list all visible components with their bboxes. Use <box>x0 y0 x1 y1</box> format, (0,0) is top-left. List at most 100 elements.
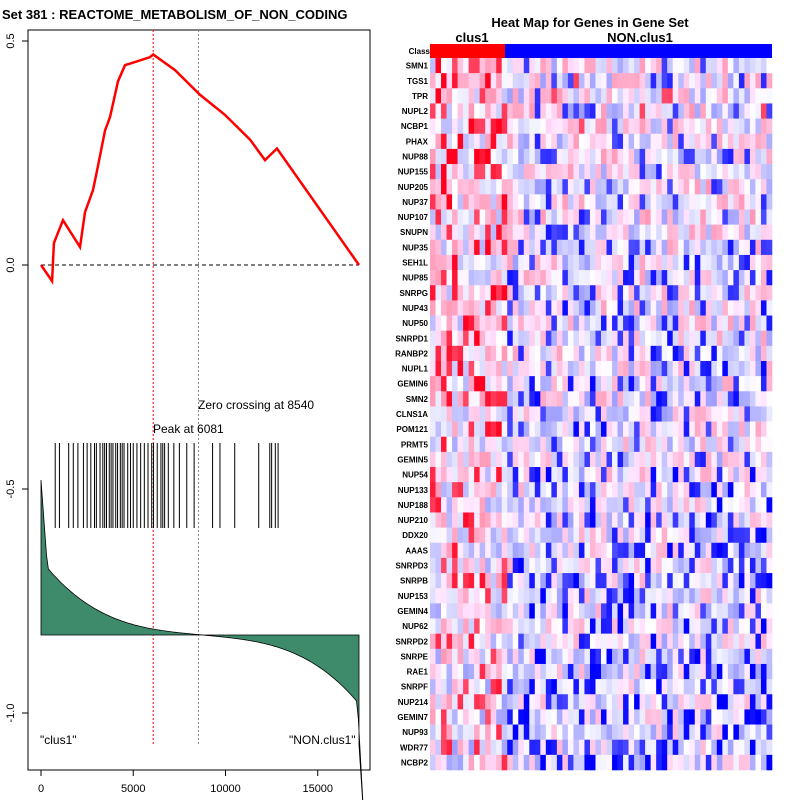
heatmap-cell <box>479 179 486 195</box>
heatmap-cell <box>700 73 707 89</box>
heatmap-cell <box>578 330 585 347</box>
heatmap-cell <box>452 421 458 438</box>
heatmap-cell <box>656 376 662 392</box>
heatmap-cell <box>744 164 751 180</box>
heatmap-cell <box>578 482 585 498</box>
heatmap-cell <box>744 709 751 725</box>
heatmap-cell <box>667 103 674 119</box>
heatmap-cell <box>755 679 762 695</box>
heatmap-cell <box>705 482 712 498</box>
heatmap-cell <box>430 709 436 725</box>
heatmap-cell <box>678 603 685 619</box>
heatmap-cell <box>678 406 685 422</box>
heatmap-cell <box>485 209 491 225</box>
heatmap-cell <box>529 224 536 241</box>
heatmap-cell <box>529 542 536 559</box>
heatmap-cell <box>711 285 718 301</box>
heatmap-cell <box>601 300 607 316</box>
heatmap-cell <box>562 527 569 544</box>
heatmap-cell <box>766 542 773 559</box>
heatmap-cell <box>656 754 662 771</box>
heatmap-cell <box>617 512 624 528</box>
heatmap-cell <box>529 512 536 528</box>
heatmap-cell <box>512 451 519 468</box>
heatmap-cell <box>468 118 475 135</box>
heatmap-cell <box>479 391 486 407</box>
heatmap-cell <box>446 345 453 362</box>
heatmap-cell <box>578 527 585 544</box>
heatmap-cell <box>722 330 729 347</box>
heatmap-cell <box>534 497 541 513</box>
heatmap-cell <box>490 421 497 438</box>
heatmap-cell <box>650 88 657 104</box>
heatmap-cell <box>700 254 707 271</box>
heatmap-cell <box>705 436 712 453</box>
class-bar-non-clus1 <box>505 44 772 58</box>
heatmap-cell <box>749 406 756 422</box>
heatmap-cell <box>468 754 475 771</box>
heatmap-cell <box>551 360 558 377</box>
heatmap-cell <box>485 239 491 256</box>
heatmap-cell <box>672 451 679 468</box>
heatmap-cell <box>501 239 508 256</box>
heatmap-cell <box>623 239 629 256</box>
heatmap-cell <box>562 300 569 316</box>
heatmap-cell <box>749 542 756 559</box>
heatmap-cell <box>639 497 646 513</box>
heatmap-cell <box>738 739 745 756</box>
heatmap-cell <box>562 224 569 241</box>
heatmap-cell <box>716 406 723 422</box>
heatmap-cell <box>485 391 491 407</box>
heatmap-cell <box>496 376 503 392</box>
heatmap-cell <box>672 754 679 771</box>
heatmap-cell <box>545 254 552 271</box>
heatmap-cell <box>446 542 453 559</box>
heatmap-cell <box>534 224 541 241</box>
heatmap-cell <box>683 542 690 559</box>
heatmap-cell <box>496 73 503 89</box>
heatmap-cell <box>634 254 640 271</box>
heatmap-cell <box>452 254 458 271</box>
heatmap-cell <box>490 103 497 119</box>
gene-label: NUP35 <box>402 243 428 252</box>
heatmap-cell <box>551 663 558 680</box>
heatmap-cell <box>496 709 503 725</box>
heatmap-cell <box>650 618 657 634</box>
heatmap-cell <box>705 209 712 225</box>
heatmap-cell <box>589 73 596 89</box>
heatmap-cell <box>529 436 536 453</box>
heatmap-cell <box>639 482 646 498</box>
heatmap-cell <box>529 618 536 634</box>
heatmap-cell <box>705 148 712 165</box>
heatmap-cell <box>733 194 740 210</box>
heatmap-cell <box>683 239 690 256</box>
heatmap-cell <box>639 376 646 392</box>
y-tick-label: -1.0 <box>5 704 17 723</box>
heatmap-cell <box>755 239 762 256</box>
heatmap-cell <box>727 194 734 210</box>
heatmap-cell <box>551 285 558 301</box>
heatmap-cell <box>556 527 563 544</box>
heatmap-cell <box>435 376 442 392</box>
heatmap-cell <box>727 724 734 741</box>
heatmap-cell <box>441 694 447 710</box>
heatmap-cell <box>556 724 563 741</box>
heatmap-cell <box>578 133 585 150</box>
heatmap-cell <box>694 588 701 604</box>
heatmap-cell <box>678 360 685 377</box>
heatmap-cell <box>700 345 707 362</box>
heatmap-cell <box>490 148 497 165</box>
heatmap-cell <box>567 451 574 468</box>
heatmap-cell <box>645 300 651 316</box>
heatmap-cell <box>507 739 514 756</box>
heatmap-cell <box>545 391 552 407</box>
heatmap-cell <box>490 482 497 498</box>
heatmap-cell <box>672 467 679 483</box>
heatmap-cell <box>496 648 503 665</box>
heatmap-cell <box>705 527 712 544</box>
heatmap-cell <box>733 118 740 135</box>
heatmap-cell <box>738 512 745 528</box>
heatmap-cell <box>645 239 651 256</box>
heatmap-cell <box>518 421 525 438</box>
heatmap-cell <box>496 315 503 331</box>
